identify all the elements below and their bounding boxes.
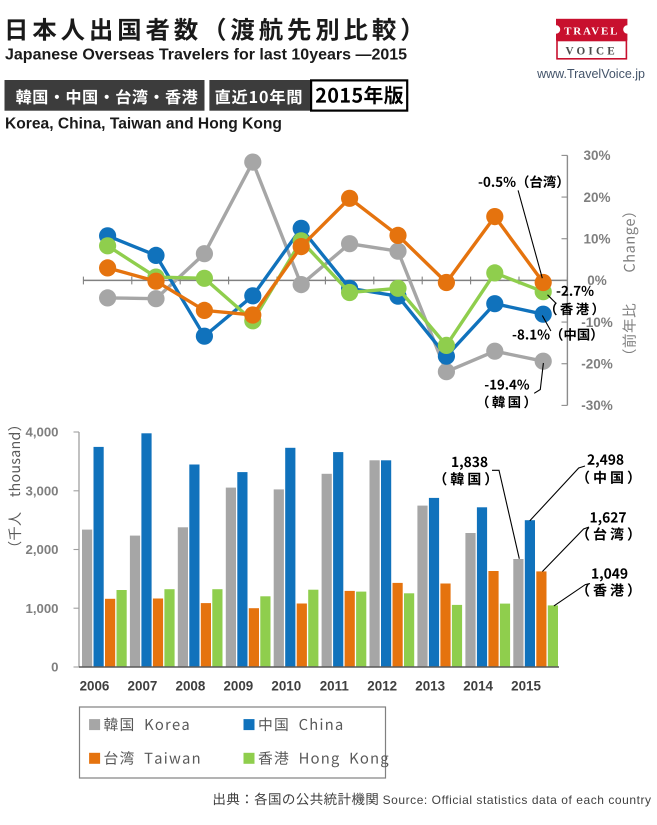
- svg-text:2009: 2009: [223, 679, 253, 694]
- svg-text:-20%: -20%: [581, 356, 613, 371]
- svg-text:TRAVEL: TRAVEL: [564, 25, 619, 37]
- svg-text:3,000: 3,000: [25, 483, 58, 498]
- svg-text:2006: 2006: [80, 679, 110, 694]
- svg-text:2010: 2010: [271, 679, 301, 694]
- svg-text:2007: 2007: [128, 679, 158, 694]
- svg-text:2013: 2013: [415, 679, 445, 694]
- svg-text:30%: 30%: [583, 148, 610, 163]
- svg-text:20%: 20%: [583, 190, 610, 205]
- svg-text:2,000: 2,000: [25, 542, 58, 557]
- svg-text:2008: 2008: [176, 679, 206, 694]
- svg-text:Korea, China, Taiwan and Hong: Korea, China, Taiwan and Hong Kong: [5, 116, 282, 133]
- svg-text:10%: 10%: [583, 231, 610, 246]
- svg-text:2015: 2015: [511, 679, 541, 694]
- svg-text:-10%: -10%: [581, 315, 613, 330]
- svg-text:4,000: 4,000: [25, 425, 58, 440]
- svg-text:VOICE: VOICE: [565, 46, 617, 58]
- svg-text:Source: Official statistics da: Source: Official statistics data of each…: [383, 793, 652, 807]
- svg-text:2012: 2012: [367, 679, 397, 694]
- svg-text:0%: 0%: [587, 273, 607, 288]
- svg-text:2014: 2014: [463, 679, 493, 694]
- svg-text:1,000: 1,000: [25, 601, 58, 616]
- svg-text:-30%: -30%: [581, 398, 613, 413]
- svg-text:2011: 2011: [320, 679, 350, 694]
- svg-text:0: 0: [51, 660, 58, 675]
- svg-text:www.TravelVoice.jp: www.TravelVoice.jp: [536, 67, 645, 81]
- svg-text:Japanese Overseas Travelers fo: Japanese Overseas Travelers for last 10y…: [5, 47, 407, 64]
